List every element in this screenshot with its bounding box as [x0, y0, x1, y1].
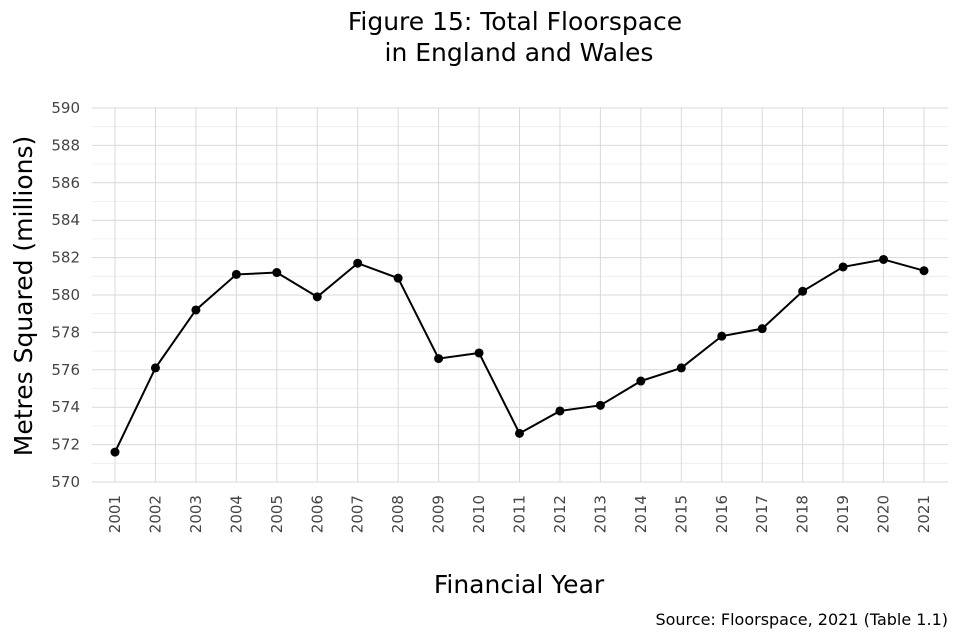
data-point — [879, 254, 889, 264]
y-tick-label: 578 — [51, 323, 80, 341]
x-tick-label: 2014 — [632, 495, 650, 533]
data-point — [474, 348, 484, 358]
data-points — [110, 254, 929, 457]
x-tick-label: 2001 — [106, 495, 124, 533]
chart-title-line-1: Figure 15: Total Floorspace — [348, 7, 682, 36]
x-tick-label: 2006 — [308, 495, 326, 533]
x-tick-label: 2011 — [511, 495, 529, 533]
y-tick-label: 572 — [51, 436, 80, 454]
y-axis-ticks: 570 572 574 576 578 580 582 584 586 588 590 — [51, 99, 80, 491]
x-tick-label: 2021 — [915, 495, 933, 533]
gridlines — [92, 107, 948, 483]
y-tick-label: 586 — [51, 174, 80, 192]
data-point — [191, 305, 201, 315]
x-axis-ticks: 2001 2002 2003 2004 2005 2006 2007 2008 2009 2010… — [106, 495, 933, 533]
data-point — [636, 376, 646, 386]
y-tick-label: 570 — [51, 473, 80, 491]
x-tick-label: 2009 — [430, 495, 448, 533]
x-tick-label: 2018 — [794, 495, 812, 533]
data-point — [515, 428, 524, 438]
y-tick-label: 576 — [51, 361, 80, 379]
data-point — [798, 286, 808, 296]
x-tick-label: 2002 — [146, 495, 164, 533]
y-tick-label: 580 — [51, 286, 80, 304]
data-point — [272, 268, 282, 278]
y-axis-title: Metres Squared (millions) — [9, 136, 38, 456]
x-tick-label: 2019 — [834, 495, 852, 533]
x-tick-label: 2017 — [753, 495, 771, 533]
x-tick-label: 2020 — [875, 495, 893, 533]
y-tick-label: 590 — [51, 99, 80, 117]
x-tick-label: 2010 — [470, 495, 488, 533]
x-tick-label: 2004 — [227, 495, 245, 533]
data-point — [676, 363, 686, 373]
y-tick-label: 588 — [51, 136, 80, 154]
x-tick-label: 2003 — [187, 495, 205, 533]
data-point — [231, 269, 241, 279]
data-point — [555, 406, 565, 416]
y-tick-label: 584 — [51, 211, 80, 229]
y-tick-label: 574 — [51, 398, 80, 416]
source-caption: Source: Floorspace, 2021 (Table 1.1) — [655, 610, 948, 629]
x-tick-label: 2008 — [389, 495, 407, 533]
x-tick-label: 2005 — [268, 495, 286, 533]
x-tick-label: 2013 — [591, 495, 609, 533]
data-point — [110, 447, 120, 457]
chart-title-line-2: in England and Wales — [385, 38, 654, 67]
data-point — [312, 292, 322, 302]
x-tick-label: 2012 — [551, 495, 569, 533]
x-axis-title: Financial Year — [434, 570, 605, 599]
data-point — [393, 273, 403, 283]
data-point — [757, 324, 767, 334]
data-point — [595, 400, 605, 410]
data-point — [353, 258, 363, 268]
data-point — [717, 331, 727, 341]
x-tick-label: 2016 — [713, 495, 731, 533]
data-point — [434, 354, 444, 364]
data-point — [919, 266, 929, 276]
data-point — [838, 262, 848, 272]
y-tick-label: 582 — [51, 249, 80, 267]
data-point — [150, 363, 160, 373]
x-tick-label: 2015 — [672, 495, 690, 533]
x-tick-label: 2007 — [349, 495, 367, 533]
